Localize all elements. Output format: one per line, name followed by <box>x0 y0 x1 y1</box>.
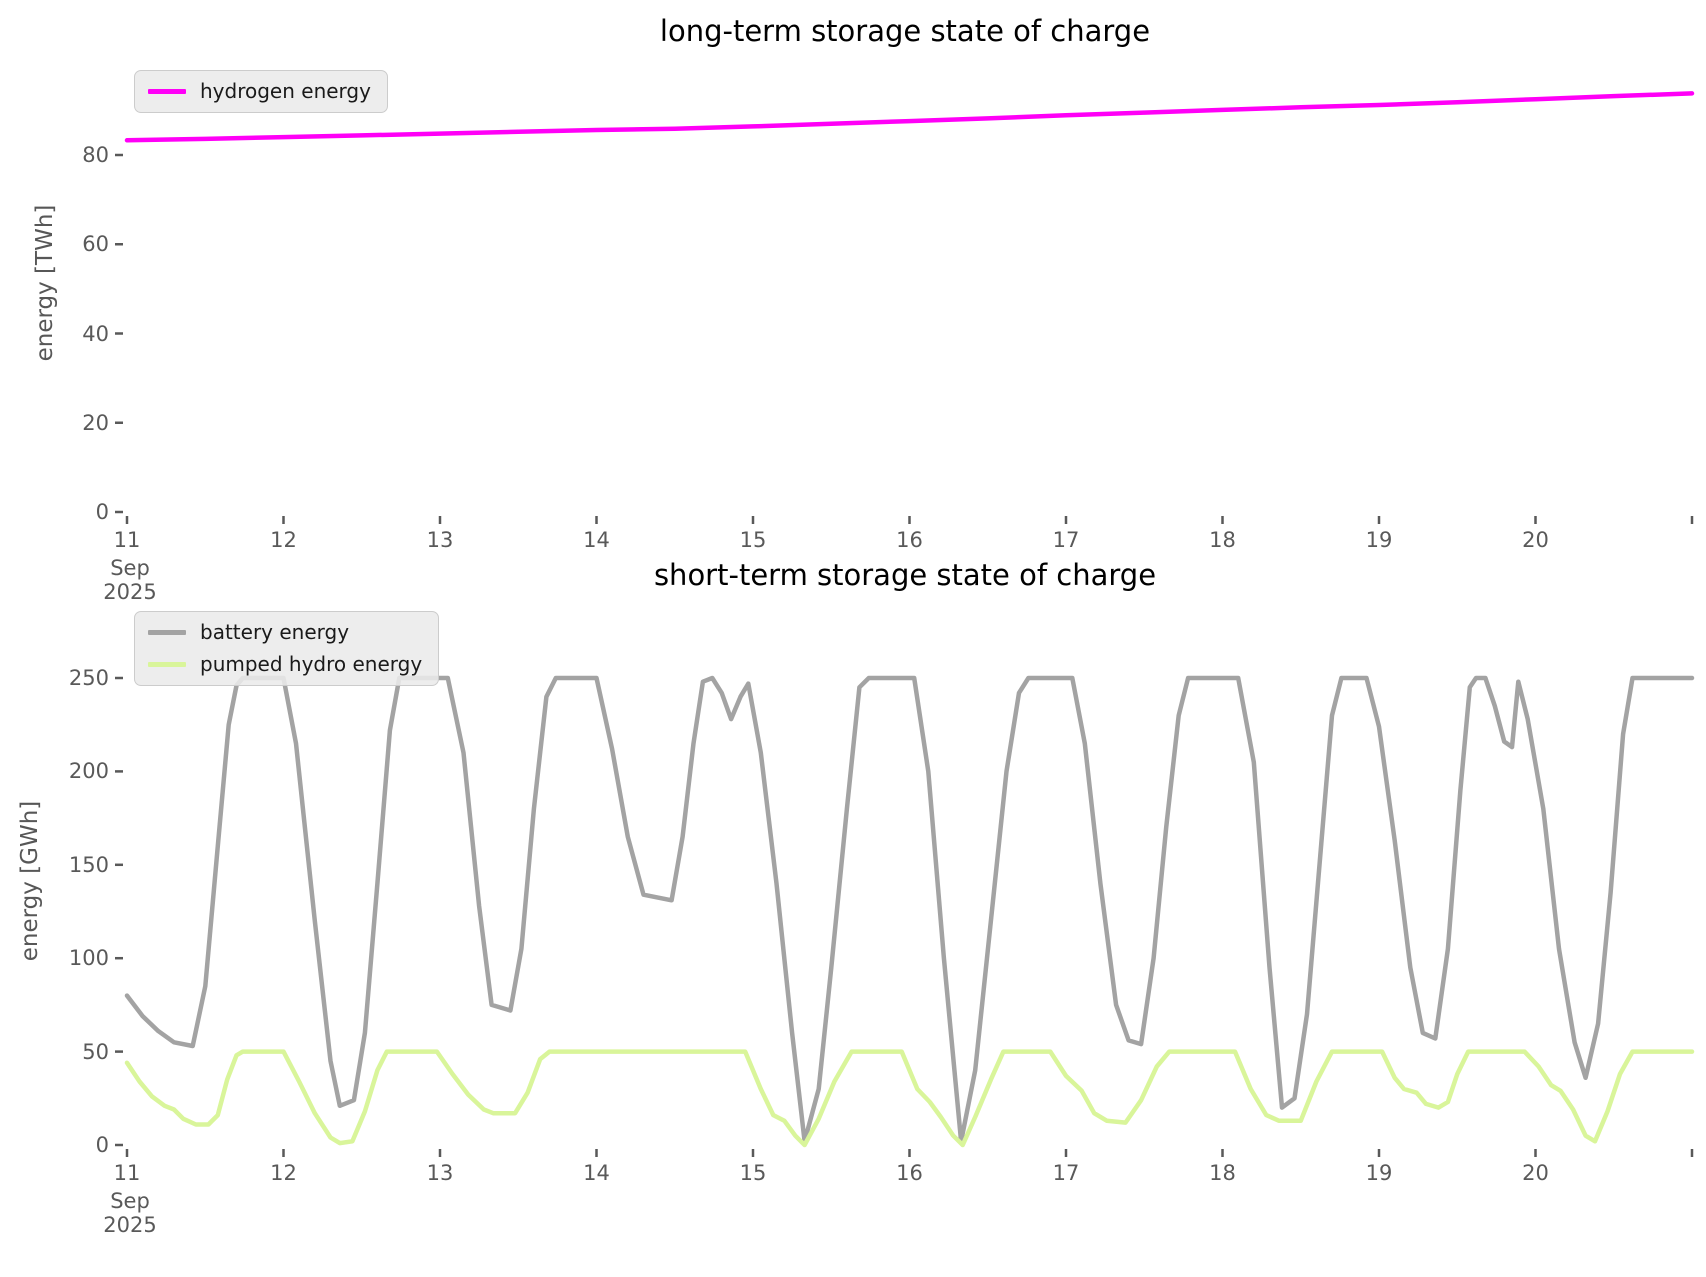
x-tick-label: 20 <box>1522 528 1549 552</box>
legend-label: hydrogen energy <box>200 79 371 103</box>
y-tick-label: 0 <box>95 500 109 524</box>
x-tick-label: 12 <box>270 528 297 552</box>
hydrogen-energy-swatch <box>148 89 186 94</box>
y-tick-label: 100 <box>68 946 109 971</box>
x-tick-label: 13 <box>426 528 454 552</box>
long-term-y-axis-label: energy [TWh] <box>32 204 58 362</box>
x-tick-label: 18 <box>1209 1161 1236 1185</box>
x-tick-label: 12 <box>270 1161 297 1185</box>
y-tick-label: 0 <box>95 1133 109 1157</box>
y-tick-label: 150 <box>68 852 109 877</box>
pumped-hydro-energy-swatch <box>148 662 186 667</box>
legend-item: pumped hydro energy <box>148 653 422 676</box>
battery-energy-line <box>124 675 1695 1144</box>
legend-item: hydrogen energy <box>148 80 371 103</box>
y-tick-label: 40 <box>82 321 109 346</box>
x-tick-sub-label: Sep 2025 <box>103 556 157 604</box>
x-tick-label: 16 <box>896 528 923 552</box>
x-tick-label: 14 <box>583 1161 610 1185</box>
y-tick-label: 250 <box>68 666 109 690</box>
pumped-hydro-energy-line <box>124 1049 1695 1148</box>
long-term-chart-title: long-term storage state of charge <box>659 14 1151 48</box>
hydrogen-energy-line <box>124 91 1695 143</box>
x-tick-label: 13 <box>426 1161 454 1185</box>
x-tick-label: 19 <box>1365 1161 1393 1185</box>
short-term-legend: battery energy pumped hydro energy <box>134 611 440 686</box>
y-tick-label: 200 <box>68 759 109 784</box>
x-tick-label: 15 <box>739 1161 767 1185</box>
x-tick-sub-label: Sep 2025 <box>103 1189 157 1237</box>
x-tick-label: 11 <box>113 1161 141 1185</box>
x-tick-label: 14 <box>583 528 610 552</box>
battery-energy-swatch <box>148 630 186 635</box>
long-term-legend: hydrogen energy <box>134 70 388 113</box>
short-term-chart-title: short-term storage state of charge <box>653 558 1157 592</box>
x-tick-label: 19 <box>1365 528 1393 552</box>
x-tick-label: 15 <box>739 528 767 552</box>
x-tick-label: 11 <box>113 528 141 552</box>
x-tick-label: 20 <box>1522 1161 1549 1185</box>
x-tick-label: 17 <box>1052 528 1080 552</box>
y-tick-label: 20 <box>82 410 109 435</box>
legend-label: pumped hydro energy <box>200 652 423 676</box>
x-tick-label: 18 <box>1209 528 1236 552</box>
legend-label: battery energy <box>200 620 350 644</box>
x-tick-label: 17 <box>1052 1161 1080 1185</box>
y-tick-label: 50 <box>82 1039 109 1064</box>
y-tick-label: 80 <box>82 143 109 167</box>
x-tick-label: 16 <box>896 1161 923 1185</box>
legend-item: battery energy <box>148 621 422 644</box>
y-tick-label: 60 <box>82 232 109 257</box>
short-term-y-axis-label: energy [GWh] <box>17 800 43 962</box>
